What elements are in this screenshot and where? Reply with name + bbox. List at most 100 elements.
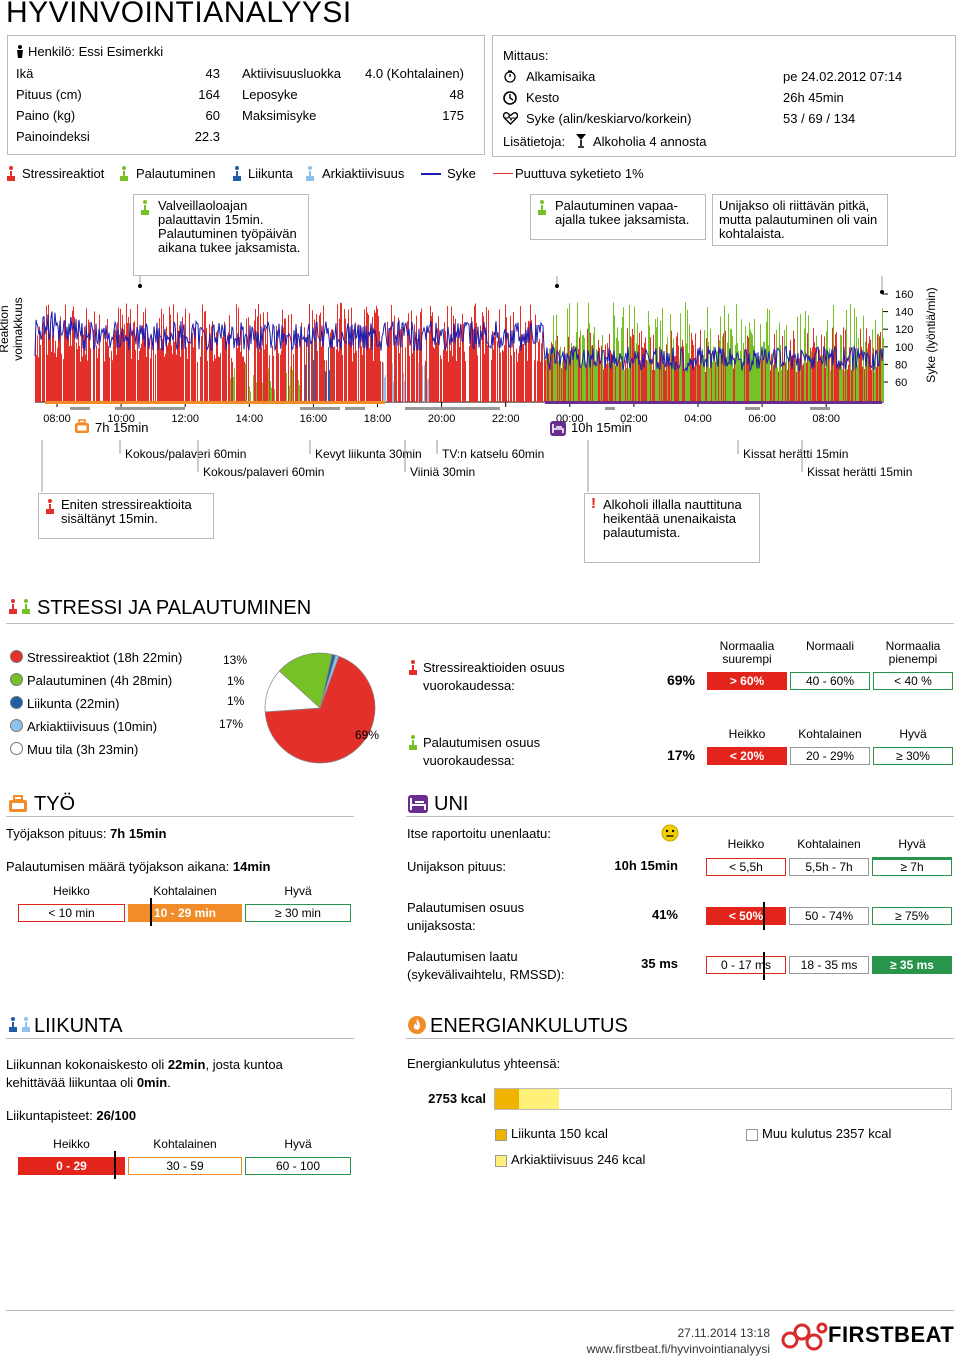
exercise-section-icon	[8, 1017, 34, 1036]
exercise-person-icon	[232, 166, 242, 184]
person-field-value: 43	[205, 66, 220, 81]
stress-scale-cell: < 40 %	[873, 672, 953, 690]
chart-bar	[77, 349, 78, 402]
energy-section-title: ENERGIANKULUTUS	[430, 1015, 628, 1037]
chart-bar	[548, 353, 549, 402]
stress-section-icon	[8, 599, 34, 618]
chart-bar	[551, 342, 552, 402]
chart-bar	[452, 355, 453, 402]
chart-bar	[373, 360, 374, 402]
chart-bar	[604, 366, 605, 402]
chart-bar	[747, 335, 748, 402]
recovery-person-icon	[119, 166, 129, 184]
exercise-scale-cell: 60 - 100	[245, 1157, 351, 1175]
chart-bar	[330, 332, 331, 402]
chart-bar	[182, 316, 183, 402]
chart-bar	[93, 329, 94, 402]
chart-bar	[587, 328, 588, 402]
x-tick-label: 14:00	[236, 413, 264, 425]
y-tick-label: 140	[895, 307, 913, 319]
chart-bar	[219, 357, 220, 402]
chart-bar	[564, 346, 565, 402]
stress-legend-item: Stressireaktiot (18h 22min)	[10, 650, 220, 673]
callout-alcohol: ! Alkoholi illalla nauttituna heikentää …	[584, 493, 760, 563]
chart-bar	[834, 345, 835, 402]
chart-bar	[407, 321, 408, 402]
stress-section-title: STRESSI JA PALAUTUMINEN	[37, 597, 312, 619]
divider	[6, 623, 954, 624]
chart-bar	[402, 327, 403, 402]
chart-bar	[273, 355, 274, 402]
chart-bar	[361, 346, 362, 402]
chart-bar	[195, 326, 196, 402]
chart-bar	[495, 323, 496, 402]
chart-bar	[857, 364, 858, 402]
chart-bar	[583, 334, 584, 402]
chart-bar	[712, 361, 713, 402]
chart-bar	[780, 344, 781, 402]
chart-bar	[770, 370, 771, 402]
chart-bar	[435, 333, 436, 402]
measurement-heading: Mittaus:	[503, 48, 549, 63]
chart-bar	[194, 327, 195, 402]
chart-bar	[49, 336, 50, 402]
stress-legend-item: Muu tila (3h 23min)	[10, 742, 220, 765]
chart-bar	[859, 356, 860, 402]
chart-bar	[353, 329, 354, 402]
chart-bar	[514, 351, 515, 402]
chart-bar	[455, 318, 456, 402]
chart-bar	[449, 339, 450, 402]
chart-bar	[107, 318, 108, 402]
chart-bar	[565, 365, 566, 402]
chart-bar	[474, 305, 475, 402]
chart-bar	[505, 304, 506, 402]
chart-bar	[167, 345, 168, 402]
legend-missing: Puuttuva syketieto 1%	[515, 166, 644, 181]
chart-bar	[186, 347, 187, 402]
chart-bar	[628, 368, 629, 402]
chart-bar	[228, 332, 229, 402]
chart-bar	[254, 320, 255, 402]
chart-bar	[128, 316, 129, 402]
chart-bar	[356, 350, 357, 402]
chart-bar	[291, 313, 292, 402]
chart-bar	[285, 318, 286, 402]
callout-dot	[555, 284, 559, 288]
event-bar	[300, 407, 340, 410]
work-recovery: Palautumisen määrä työjakson aikana: 14m…	[6, 859, 271, 874]
work-scale-cell: 10 - 29 min	[128, 904, 242, 922]
chart-bar	[94, 311, 95, 402]
stress-recovery-chart: 160 140 120 100 80 60 08:00 10:00 12:00 14:00 16:0…	[34, 276, 913, 425]
chart-bar	[601, 345, 602, 402]
chart-bar	[610, 349, 611, 402]
chart-bar	[187, 358, 188, 402]
chart-bar	[545, 360, 546, 402]
chart-bar	[189, 313, 190, 402]
chart-bar	[72, 310, 73, 402]
chart-bar	[289, 385, 290, 402]
chart-bar	[492, 330, 493, 402]
chart-bar	[829, 348, 830, 402]
stress-legend-item: Arkiaktiivisuus (10min)	[10, 719, 220, 742]
neutral-face-icon	[661, 824, 679, 845]
chart-bar	[508, 333, 509, 402]
chart-bar	[258, 303, 259, 402]
stress-scale-cell: > 60%	[707, 672, 787, 690]
chart-bar	[116, 354, 117, 402]
chart-bar	[787, 369, 788, 402]
chart-bar	[483, 315, 484, 402]
chart-bar	[364, 309, 365, 402]
callout-leisure-recovery: Palautuminen vapaa-ajalla tukee jaksamis…	[530, 194, 706, 240]
person-field-value: 22.3	[194, 129, 220, 144]
chart-bar	[503, 351, 504, 402]
chart-bar	[740, 350, 741, 402]
chart-bar	[473, 329, 474, 402]
chart-bar	[304, 327, 305, 402]
chart-bar	[65, 304, 66, 402]
chart-bar	[546, 353, 547, 402]
chart-bar	[463, 323, 464, 402]
chart-bar	[772, 353, 773, 402]
chart-bar	[211, 326, 212, 402]
chart-bar	[878, 333, 879, 402]
chart-bar	[201, 336, 202, 402]
